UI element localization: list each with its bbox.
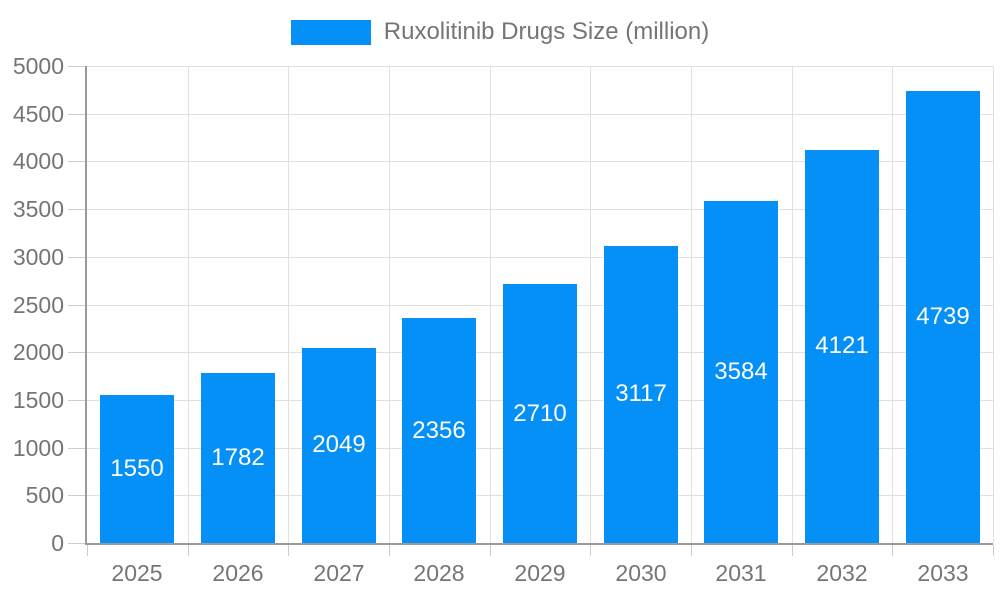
y-axis-tick — [68, 495, 87, 496]
gridline-horizontal — [87, 257, 993, 258]
bar[interactable] — [805, 150, 879, 543]
gridline-vertical — [892, 66, 893, 543]
bar[interactable] — [503, 284, 577, 543]
x-axis-label: 2033 — [917, 560, 969, 586]
x-axis-label: 2025 — [111, 560, 163, 586]
x-axis-label: 2031 — [715, 560, 767, 586]
x-axis-label: 2029 — [514, 560, 566, 586]
y-axis-tick — [68, 305, 87, 306]
y-axis-label: 3000 — [12, 244, 64, 270]
y-axis-tick — [68, 543, 87, 544]
gridline-horizontal — [87, 161, 993, 162]
x-axis-tick — [87, 545, 88, 556]
x-axis-tick — [490, 545, 491, 556]
bar-value-label: 1550 — [110, 455, 164, 482]
bar[interactable] — [402, 318, 476, 543]
bar[interactable] — [604, 246, 678, 543]
y-axis-label: 4500 — [12, 101, 64, 127]
y-axis-tick — [68, 257, 87, 258]
gridline-vertical — [691, 66, 692, 543]
y-axis-tick — [68, 448, 87, 449]
x-axis-tick — [288, 545, 289, 556]
legend-label: Ruxolitinib Drugs Size (million) — [383, 18, 710, 45]
y-axis-label: 3500 — [12, 196, 64, 222]
gridline-vertical — [490, 66, 491, 543]
gridline-vertical — [389, 66, 390, 543]
y-axis-tick — [68, 161, 87, 162]
x-axis-tick — [590, 545, 591, 556]
bar-value-label: 2356 — [412, 417, 466, 444]
y-axis-label: 5000 — [12, 53, 64, 79]
bar-value-label: 4121 — [815, 332, 869, 359]
bar[interactable] — [302, 348, 376, 543]
x-axis-tick — [993, 545, 994, 556]
y-axis-tick — [68, 400, 87, 401]
bar[interactable] — [906, 91, 980, 543]
y-axis-tick — [68, 114, 87, 115]
bar-value-label: 4739 — [916, 303, 970, 330]
x-axis-tick — [188, 545, 189, 556]
gridline-vertical — [792, 66, 793, 543]
y-axis-tick — [68, 209, 87, 210]
x-axis-tick — [691, 545, 692, 556]
bar-value-label: 1782 — [211, 444, 265, 471]
gridline-horizontal — [87, 66, 993, 67]
gridline-vertical — [993, 66, 994, 543]
bar-value-label: 2710 — [513, 400, 567, 427]
bar[interactable] — [201, 373, 275, 543]
legend[interactable]: Ruxolitinib Drugs Size (million) — [0, 18, 1000, 46]
legend-swatch — [290, 19, 371, 45]
x-axis-label: 2026 — [212, 560, 264, 586]
gridline-vertical — [288, 66, 289, 543]
x-axis-label: 2028 — [413, 560, 465, 586]
y-axis-label: 2000 — [12, 339, 64, 365]
bar[interactable] — [100, 395, 174, 543]
bar-value-label: 2049 — [312, 431, 366, 458]
bar-value-label: 3117 — [615, 380, 667, 407]
y-axis-label: 500 — [25, 482, 64, 508]
x-axis-tick — [792, 545, 793, 556]
y-axis-label: 2500 — [12, 292, 64, 318]
gridline-horizontal — [87, 114, 993, 115]
y-axis-line — [85, 66, 87, 543]
y-axis-label: 4000 — [12, 148, 64, 174]
bar[interactable] — [704, 201, 778, 543]
x-axis-label: 2030 — [615, 560, 667, 586]
x-axis-label: 2027 — [313, 560, 365, 586]
x-axis-line — [85, 543, 993, 545]
y-axis-label: 1000 — [12, 435, 64, 461]
y-axis-label: 0 — [51, 530, 64, 556]
y-axis-label: 1500 — [12, 387, 64, 413]
y-axis-tick — [68, 352, 87, 353]
x-axis-label: 2032 — [816, 560, 868, 586]
x-axis-tick — [892, 545, 893, 556]
gridline-vertical — [590, 66, 591, 543]
y-axis-tick — [68, 66, 87, 67]
x-axis-tick — [389, 545, 390, 556]
gridline-vertical — [188, 66, 189, 543]
bar-value-label: 3584 — [714, 358, 768, 385]
gridline-horizontal — [87, 209, 993, 210]
